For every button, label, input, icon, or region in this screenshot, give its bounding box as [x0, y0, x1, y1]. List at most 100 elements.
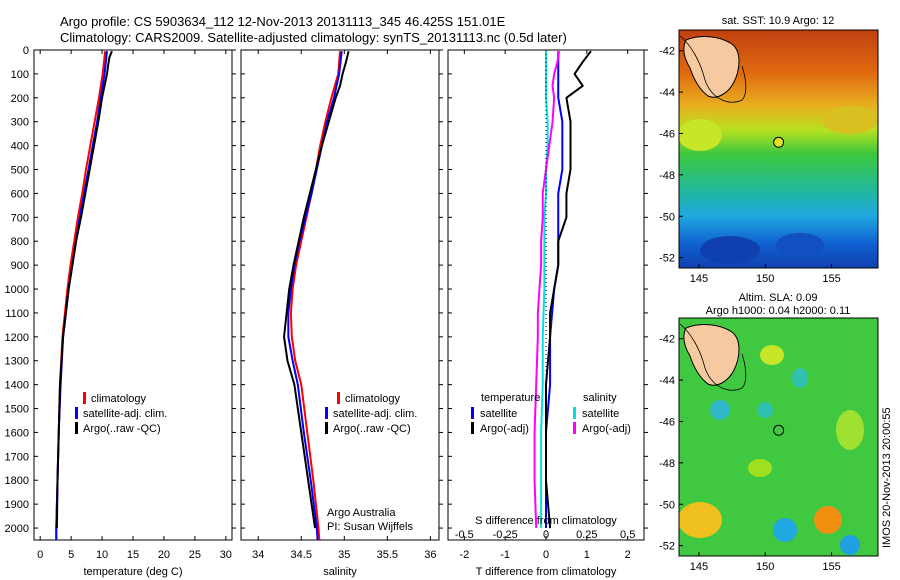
x-tick-label: 10 [96, 549, 108, 561]
legend-label: Argo(-adj) [480, 423, 529, 435]
series-line [289, 51, 341, 541]
legend-swatch-t-argo [471, 422, 474, 434]
map-y-tick-label: -46 [659, 128, 675, 140]
sla-map-axes: 145 150 155 -42 -44 -46 -48 -50 -52 [659, 334, 841, 573]
series-line [540, 51, 549, 529]
argo-credit-line2: PI: Susan Wijffels [327, 521, 413, 533]
argo-credit-line1: Argo Australia [327, 507, 396, 519]
map-x-tick-label: 155 [822, 273, 840, 285]
argo-location-marker [773, 424, 785, 436]
depth-tick-label: 400 [11, 141, 29, 153]
depth-axis: 0 100 200 300 400 500 600 700 800 900 1000 1100 1200… [5, 45, 648, 535]
legend-label: climatology [91, 393, 147, 405]
sst-map-axes: 145 150 155 -42 -44 -46 -48 -50 -52 [659, 46, 841, 285]
salinity-xlabel: salinity [323, 566, 357, 578]
legend-label: Argo(..raw -QC) [83, 423, 161, 435]
x-tick-label: -1 [500, 549, 510, 561]
legend-swatch-climatology [83, 392, 86, 404]
sla-high [760, 345, 784, 365]
sla-low [710, 400, 730, 420]
map-y-tick-label: -44 [659, 375, 675, 387]
map-x-tick-label: 145 [690, 561, 708, 573]
temperature-legend: climatology satellite-adj. clim. Argo(..… [75, 392, 167, 435]
legend-swatch-t-satellite [471, 407, 474, 419]
depth-tick-label: 1100 [5, 308, 29, 320]
map-x-tick-label: 150 [756, 561, 774, 573]
map-x-tick-label: 145 [690, 273, 708, 285]
temperature-x-axis: 0 5 10 15 20 25 30 [37, 50, 232, 561]
legend-swatch-argo [325, 422, 328, 434]
sla-map [678, 317, 879, 557]
temperature-xlabel: temperature (deg C) [83, 566, 182, 578]
sla-low [792, 368, 808, 388]
x-tick-label: 36 [424, 549, 436, 561]
depth-tick-label: 2000 [5, 523, 29, 535]
x-tick-label: -2 [459, 549, 469, 561]
argo-location-marker [773, 136, 785, 148]
depth-tick-label: 1200 [5, 332, 29, 344]
depth-tick-label: 200 [11, 93, 29, 105]
depth-tick-label: 1300 [5, 356, 29, 368]
cold-patch [700, 236, 760, 264]
sla-low [773, 518, 797, 542]
header-line2: Climatology: CARS2009. Satellite-adjuste… [60, 30, 567, 45]
warm-patch [822, 106, 878, 134]
map-y-tick-label: -46 [659, 416, 675, 428]
depth-tick-label: 1000 [5, 284, 29, 296]
sla-high [679, 502, 722, 538]
map-y-tick-label: -50 [659, 211, 675, 223]
depth-tick-label: 800 [11, 236, 29, 248]
cold-patch [776, 233, 824, 257]
depth-tick-label: 900 [11, 260, 29, 272]
legend-temperature-head: temperature [481, 392, 540, 404]
salinity-x-axis: 34 34.5 35 35.5 36 [252, 50, 437, 561]
legend-swatch-climatology [337, 392, 340, 404]
series-line [283, 50, 350, 529]
legend-label: Argo(..raw -QC) [333, 423, 411, 435]
tasmania-land [683, 36, 740, 98]
imos-timestamp: IMOS 20-Nov-2013 20:00:55 [881, 407, 893, 548]
sla-low [757, 402, 773, 418]
x-tick-label: 5 [68, 549, 74, 561]
depth-tick-label: 1500 [5, 404, 29, 416]
legend-label: satellite-adj. clim. [333, 408, 417, 420]
series-line [545, 51, 564, 529]
salinity-panel [240, 49, 440, 541]
sst-map-title: sat. SST: 10.9 Argo: 12 [722, 15, 835, 27]
x-tick-label: 0 [37, 549, 43, 561]
legend-swatch-s-argo [573, 422, 576, 434]
legend-swatch-s-satellite [573, 407, 576, 419]
sla-high [748, 459, 772, 477]
x-tick-label: 35 [338, 549, 350, 561]
sst-map [678, 29, 879, 269]
map-y-tick-label: -42 [659, 46, 675, 58]
s-diff-xlabel: S difference from climatology [475, 515, 617, 527]
map-y-tick-label: -52 [659, 541, 675, 553]
legend-label: Argo(-adj) [582, 423, 631, 435]
series-line [545, 50, 592, 529]
legend-label: satellite-adj. clim. [83, 408, 167, 420]
header-line1: Argo profile: CS 5903634_112 12-Nov-2013… [60, 14, 506, 29]
depth-tick-label: 1900 [5, 499, 29, 511]
depth-tick-label: 500 [11, 165, 29, 177]
map-y-tick-label: -42 [659, 334, 675, 346]
tasmania-land [683, 324, 740, 386]
map-x-tick-label: 155 [822, 561, 840, 573]
s-tick-label: 0.5 [620, 529, 635, 541]
t-diff-xlabel: T difference from climatology [476, 566, 617, 578]
legend-salinity-head: salinity [583, 392, 617, 404]
x-tick-label: 34.5 [291, 549, 312, 561]
sla-high [814, 506, 842, 534]
depth-tick-label: 1700 [5, 451, 29, 463]
s-tick-label: -0.5 [455, 529, 474, 541]
legend-label: climatology [345, 393, 401, 405]
depth-tick-label: 100 [11, 69, 29, 81]
sla-map-frame [678, 317, 879, 557]
map-y-tick-label: -50 [659, 499, 675, 511]
sla-map-title2: Argo h1000: 0.04 h2000: 0.11 [706, 305, 851, 317]
x-tick-label: 35.5 [377, 549, 398, 561]
x-tick-label: 34 [252, 549, 264, 561]
sla-map-title1: Altim. SLA: 0.09 [739, 292, 818, 304]
